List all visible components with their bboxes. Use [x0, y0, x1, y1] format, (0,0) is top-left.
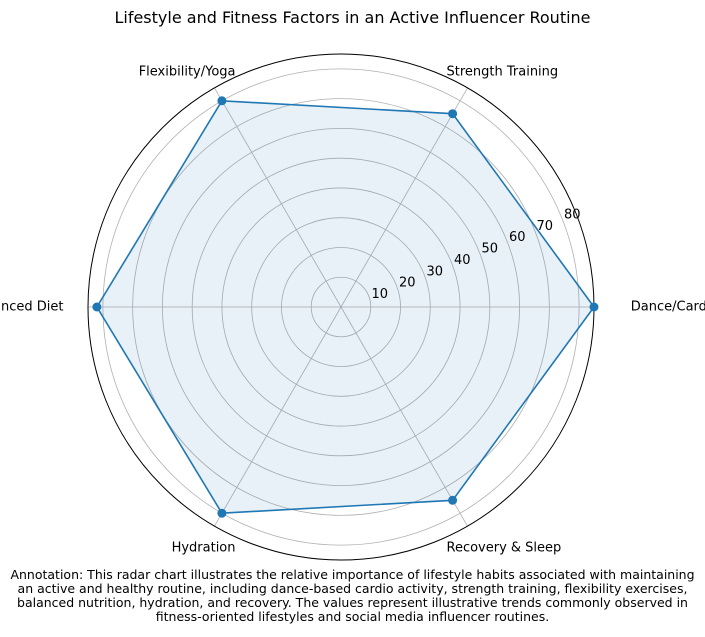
- spoke-line: [214, 87, 342, 308]
- category-label: Dance/Cardio Activity: [631, 300, 705, 315]
- chart-title: Lifestyle and Fitness Factors in an Acti…: [114, 8, 591, 27]
- series-area: [96, 100, 595, 514]
- r-tick-label: 30: [427, 264, 444, 279]
- spoke-line: [214, 306, 342, 527]
- data-point: [92, 302, 102, 312]
- r-tick-label: 40: [454, 253, 471, 268]
- category-label: Flexibility/Yoga: [139, 64, 236, 79]
- data-point: [448, 495, 458, 505]
- r-tick-label: 10: [372, 287, 389, 302]
- spoke-line: [340, 87, 468, 308]
- data-point: [448, 109, 458, 119]
- category-label: Hydration: [172, 541, 236, 556]
- r-tick-label: 60: [509, 230, 526, 245]
- r-tick-label: 50: [482, 242, 499, 257]
- data-point: [217, 508, 227, 518]
- annotation-text: Annotation: This radar chart illustrates…: [10, 567, 695, 624]
- spoke-line: [340, 306, 468, 527]
- category-label: Recovery & Sleep: [447, 541, 562, 556]
- category-label: Strength Training: [447, 64, 559, 79]
- data-point: [589, 302, 599, 312]
- r-tick-label: 70: [537, 219, 554, 234]
- data-point: [217, 96, 227, 106]
- r-tick-label: 20: [399, 276, 416, 291]
- r-tick-label: 80: [564, 207, 581, 222]
- category-label: Balanced Diet: [0, 300, 63, 315]
